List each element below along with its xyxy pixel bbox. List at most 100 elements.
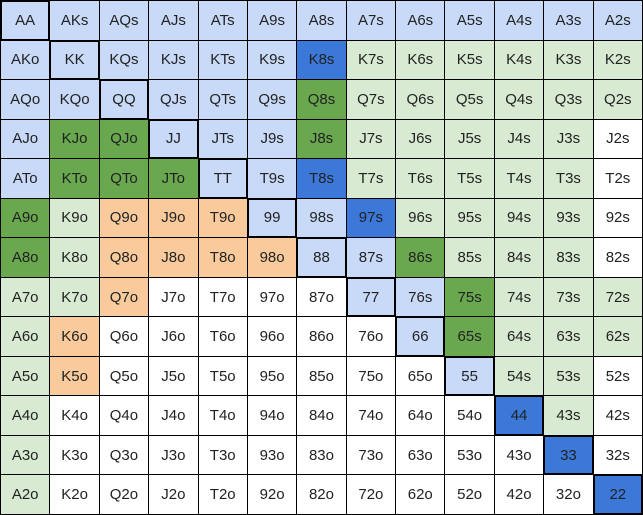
hand-cell-43o[interactable]: 43o [494,435,544,475]
hand-cell-97s[interactable]: 97s [346,198,396,238]
hand-cell-52s[interactable]: 52s [593,356,642,396]
hand-cell-K2s[interactable]: K2s [593,40,642,80]
hand-cell-62s[interactable]: 62s [593,317,642,356]
hand-cell-TT[interactable]: TT [198,159,247,198]
hand-cell-43s[interactable]: 43s [544,396,593,435]
hand-cell-55[interactable]: 55 [445,356,494,396]
hand-cell-A4s[interactable]: A4s [494,1,544,40]
hand-cell-K3s[interactable]: K3s [544,40,593,80]
hand-cell-52o[interactable]: 52o [445,475,494,514]
hand-cell-95o[interactable]: 95o [247,356,297,396]
hand-cell-J7s[interactable]: J7s [346,119,396,159]
hand-cell-63o[interactable]: 63o [396,435,445,475]
hand-cell-82s[interactable]: 82s [593,238,642,277]
hand-cell-T6s[interactable]: T6s [396,159,445,198]
hand-cell-98s[interactable]: 98s [297,198,346,238]
hand-cell-Q2s[interactable]: Q2s [593,80,642,119]
hand-cell-QJs[interactable]: QJs [149,80,198,119]
hand-cell-AKs[interactable]: AKs [50,1,99,40]
hand-cell-QJo[interactable]: QJo [99,119,149,159]
hand-cell-K5s[interactable]: K5s [445,40,494,80]
hand-cell-53o[interactable]: 53o [445,435,494,475]
hand-cell-22[interactable]: 22 [593,475,642,514]
hand-cell-65s[interactable]: 65s [445,317,494,356]
hand-cell-A5s[interactable]: A5s [445,1,494,40]
hand-cell-Q3o[interactable]: Q3o [99,435,149,475]
hand-cell-Q7o[interactable]: Q7o [99,277,149,317]
hand-cell-96s[interactable]: 96s [396,198,445,238]
hand-cell-85o[interactable]: 85o [297,356,346,396]
hand-cell-T2s[interactable]: T2s [593,159,642,198]
hand-cell-A8o[interactable]: A8o [1,238,50,277]
hand-cell-Q4s[interactable]: Q4s [494,80,544,119]
hand-cell-32o[interactable]: 32o [544,475,593,514]
hand-cell-88[interactable]: 88 [297,238,346,277]
hand-cell-62o[interactable]: 62o [396,475,445,514]
hand-cell-53s[interactable]: 53s [544,356,593,396]
hand-cell-T9s[interactable]: T9s [247,159,297,198]
hand-cell-AQs[interactable]: AQs [99,1,149,40]
hand-cell-63s[interactable]: 63s [544,317,593,356]
hand-cell-AKo[interactable]: AKo [1,40,50,80]
hand-cell-J4o[interactable]: J4o [149,396,198,435]
hand-cell-97o[interactable]: 97o [247,277,297,317]
hand-cell-A2o[interactable]: A2o [1,475,50,514]
hand-cell-73s[interactable]: 73s [544,277,593,317]
hand-cell-92s[interactable]: 92s [593,198,642,238]
hand-cell-T8o[interactable]: T8o [198,238,247,277]
hand-cell-96o[interactable]: 96o [247,317,297,356]
hand-cell-Q9s[interactable]: Q9s [247,80,297,119]
hand-cell-KQs[interactable]: KQs [99,40,149,80]
hand-cell-33[interactable]: 33 [544,435,593,475]
hand-cell-K6o[interactable]: K6o [50,317,99,356]
hand-cell-K9s[interactable]: K9s [247,40,297,80]
hand-cell-Q5s[interactable]: Q5s [445,80,494,119]
hand-cell-83o[interactable]: 83o [297,435,346,475]
hand-cell-73o[interactable]: 73o [346,435,396,475]
hand-cell-Q2o[interactable]: Q2o [99,475,149,514]
hand-cell-JJ[interactable]: JJ [149,119,198,159]
hand-cell-A8s[interactable]: A8s [297,1,346,40]
hand-cell-J3o[interactable]: J3o [149,435,198,475]
hand-cell-82o[interactable]: 82o [297,475,346,514]
hand-cell-75o[interactable]: 75o [346,356,396,396]
hand-cell-Q6o[interactable]: Q6o [99,317,149,356]
hand-cell-74o[interactable]: 74o [346,396,396,435]
hand-cell-Q9o[interactable]: Q9o [99,198,149,238]
hand-cell-99[interactable]: 99 [247,198,297,238]
hand-cell-T6o[interactable]: T6o [198,317,247,356]
hand-cell-AA[interactable]: AA [1,1,50,40]
hand-cell-98o[interactable]: 98o [247,238,297,277]
hand-cell-K8s[interactable]: K8s [297,40,346,80]
hand-cell-Q8s[interactable]: Q8s [297,80,346,119]
hand-cell-Q6s[interactable]: Q6s [396,80,445,119]
hand-cell-J5o[interactable]: J5o [149,356,198,396]
hand-cell-Q3s[interactable]: Q3s [544,80,593,119]
hand-cell-K4o[interactable]: K4o [50,396,99,435]
hand-cell-76o[interactable]: 76o [346,317,396,356]
hand-cell-T8s[interactable]: T8s [297,159,346,198]
hand-cell-64o[interactable]: 64o [396,396,445,435]
hand-cell-A6s[interactable]: A6s [396,1,445,40]
hand-cell-T7s[interactable]: T7s [346,159,396,198]
hand-cell-J2s[interactable]: J2s [593,119,642,159]
hand-cell-A5o[interactable]: A5o [1,356,50,396]
hand-cell-QTs[interactable]: QTs [198,80,247,119]
hand-cell-42s[interactable]: 42s [593,396,642,435]
hand-cell-87s[interactable]: 87s [346,238,396,277]
hand-cell-ATo[interactable]: ATo [1,159,50,198]
hand-cell-A3o[interactable]: A3o [1,435,50,475]
hand-cell-K7s[interactable]: K7s [346,40,396,80]
hand-cell-A3s[interactable]: A3s [544,1,593,40]
hand-cell-KK[interactable]: KK [50,40,99,80]
hand-cell-K8o[interactable]: K8o [50,238,99,277]
hand-cell-72s[interactable]: 72s [593,277,642,317]
hand-cell-AJs[interactable]: AJs [149,1,198,40]
hand-cell-K9o[interactable]: K9o [50,198,99,238]
hand-cell-JTo[interactable]: JTo [149,159,198,198]
hand-cell-A7s[interactable]: A7s [346,1,396,40]
hand-cell-KJo[interactable]: KJo [50,119,99,159]
hand-cell-J2o[interactable]: J2o [149,475,198,514]
hand-cell-Q4o[interactable]: Q4o [99,396,149,435]
hand-cell-JTs[interactable]: JTs [198,119,247,159]
